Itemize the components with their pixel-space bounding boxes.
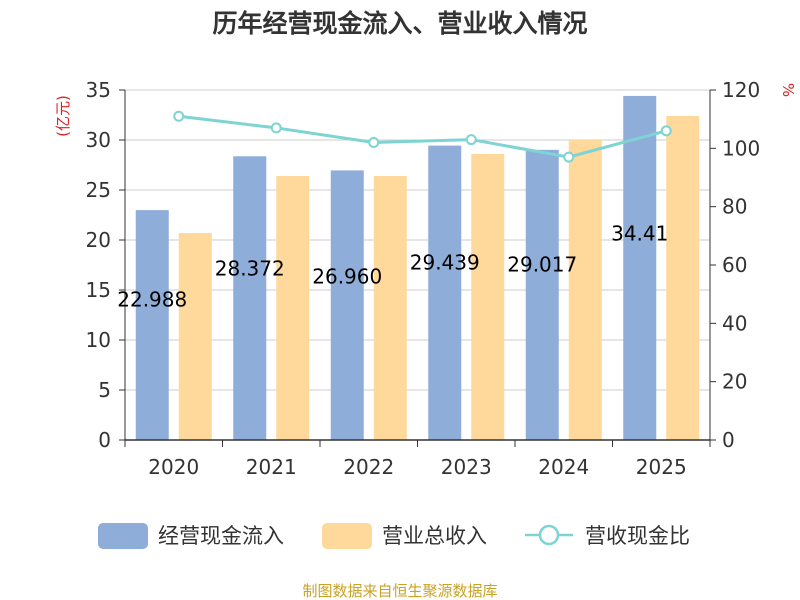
legend[interactable]: 经营现金流入 营业总收入 营收现金比 (98, 523, 690, 549)
right-tick-label: 120 (722, 78, 760, 102)
x-tick-label: 2025 (636, 455, 687, 479)
x-tick-label: 2022 (343, 455, 394, 479)
x-tick-label: 2023 (441, 455, 492, 479)
left-tick-label: 35 (86, 78, 111, 102)
legend-label-revenue: 营业总收入 (382, 524, 487, 548)
cash-inflow-data-label: 26.960 (312, 265, 382, 289)
left-axis-unit: (亿元) (54, 95, 72, 137)
bar-labels: 22.988 28.372 26.960 29.439 29.017 34.41 (117, 221, 668, 311)
revenue-bar (568, 140, 602, 440)
cash-inflow-bar (525, 149, 559, 440)
cash-inflow-bar (330, 170, 364, 440)
right-tick-label: 60 (722, 253, 747, 277)
bars (135, 95, 700, 441)
chart-title: 历年经营现金流入、营业收入情况 (212, 9, 587, 38)
right-tick-label: 0 (722, 428, 735, 452)
cash-inflow-data-label: 29.017 (507, 253, 577, 277)
left-tick-label: 0 (98, 428, 111, 452)
ratio-line (173, 110, 672, 163)
legend-swatch-revenue (322, 523, 372, 549)
x-tick-label: 2024 (538, 455, 589, 479)
legend-label-ratio: 营收现金比 (585, 524, 690, 548)
right-tick-label: 100 (722, 136, 760, 160)
ratio-point (173, 110, 185, 122)
legend-label-cash-inflow: 经营现金流入 (158, 524, 284, 548)
revenue-bar (471, 154, 505, 440)
revenue-bar (666, 116, 700, 440)
revenue-bar (276, 176, 310, 440)
ratio-line-path (178, 114, 667, 159)
left-tick-label: 25 (86, 178, 111, 202)
right-tick-label: 40 (722, 311, 747, 335)
cash-inflow-data-label: 28.372 (215, 256, 285, 280)
x-tick-label: 2021 (246, 455, 297, 479)
ratio-point (368, 137, 380, 148)
x-tick-label: 2020 (148, 455, 199, 479)
left-tick-label: 20 (86, 228, 111, 252)
cash-inflow-data-label: 29.439 (410, 250, 480, 274)
right-tick-label: 80 (722, 195, 747, 219)
ratio-point (270, 122, 282, 134)
cash-inflow-bar (135, 210, 169, 440)
revenue-bar (373, 176, 407, 440)
source-note: 制图数据来自恒生聚源数据库 (302, 582, 497, 600)
left-tick-label: 30 (86, 128, 111, 152)
legend-swatch-ratio-marker (538, 524, 560, 546)
right-axis-unit: % (779, 83, 797, 97)
revenue-bar (178, 233, 212, 440)
legend-swatch-cash-inflow (98, 523, 148, 549)
cash-inflow-bar (623, 95, 657, 441)
ratio-point (465, 134, 477, 146)
cash-inflow-data-label: 22.988 (117, 288, 187, 312)
left-tick-label: 15 (86, 278, 111, 302)
right-tick-label: 20 (722, 370, 747, 394)
ratio-point (660, 125, 672, 137)
cash-inflow-bar (428, 145, 462, 441)
cash-inflow-bar (233, 156, 267, 440)
left-tick-label: 5 (98, 378, 111, 402)
cash-inflow-data-label: 34.41 (611, 221, 668, 245)
ratio-point (563, 151, 575, 163)
left-tick-label: 10 (86, 328, 111, 352)
